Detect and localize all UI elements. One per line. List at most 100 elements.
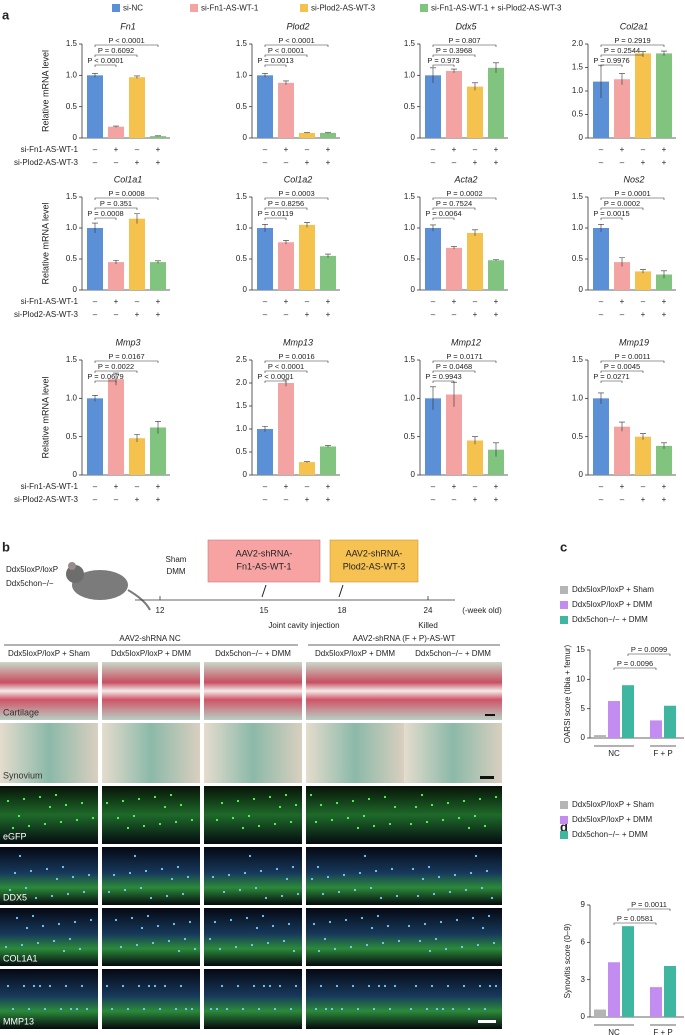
row-label: Cartilage (3, 707, 39, 717)
speckle (227, 873, 231, 877)
speckle (105, 984, 109, 988)
y-tick-label: 0.5 (404, 254, 416, 263)
micrograph (404, 786, 502, 844)
condition-sign: + (284, 297, 289, 306)
bar (425, 228, 441, 290)
p-value: P = 0.0015 (593, 209, 629, 218)
speckle (211, 875, 215, 879)
speckle (43, 822, 47, 826)
micrograph (204, 723, 302, 783)
condition-sign: – (263, 297, 268, 306)
condition-sign: + (305, 310, 310, 319)
condition-sign: + (662, 310, 667, 319)
condition-sign: – (641, 145, 646, 154)
y-tick-label: 15 (576, 645, 585, 654)
y-tick-label: 1.0 (236, 70, 248, 79)
p-value: P = 0.0002 (446, 189, 482, 198)
treatment-box-label: AAV2-shRNA- (346, 548, 403, 558)
condition-label: si-Plod2-AS-WT-3 (14, 158, 79, 167)
legend-label: Ddx5loxP/loxP + Sham (572, 585, 654, 594)
speckle (52, 939, 56, 943)
bracket (600, 360, 665, 363)
error-bar (113, 259, 119, 264)
micrograph (404, 908, 502, 966)
error-bar (451, 68, 457, 73)
bar (129, 77, 145, 138)
condition-sign: – (135, 297, 140, 306)
speckle (294, 803, 298, 807)
speckle (160, 867, 164, 871)
x-tick-label: F + P (653, 1028, 672, 1035)
bar (593, 228, 609, 290)
y-tick-label: 1.5 (236, 39, 248, 48)
error-bar (661, 50, 667, 56)
error-bar (493, 442, 499, 457)
micrograph (404, 723, 502, 783)
speckle (229, 918, 233, 922)
panel-letter: a (2, 7, 10, 22)
p-value: P = 0.0045 (604, 362, 640, 371)
error-bar (430, 67, 436, 83)
p-value: P = 0.0022 (98, 362, 134, 371)
row-label: Synovium (3, 770, 43, 780)
bracket (432, 380, 455, 383)
speckle (485, 869, 489, 873)
p-value: P < 0.0001 (257, 372, 293, 381)
speckle (188, 920, 192, 924)
y-axis-label: Relative mRNA level (40, 202, 50, 284)
micrograph (0, 786, 98, 844)
speckle (78, 947, 82, 951)
speckle (22, 797, 26, 801)
y-tick-label: 0 (243, 470, 248, 479)
micrograph (306, 847, 404, 905)
speckle (6, 984, 10, 988)
error-bar (661, 442, 667, 449)
speckle (144, 869, 148, 873)
genotype: Ddx5chon−/− (6, 579, 54, 588)
condition-sign: – (93, 145, 98, 154)
chart-title: Col1a2 (284, 174, 313, 184)
error-bar (493, 259, 499, 261)
chart-title: Ddx5 (455, 21, 477, 31)
speckle (137, 984, 141, 988)
condition-sign: + (156, 310, 161, 319)
condition-sign: + (135, 495, 140, 504)
bracket (600, 44, 665, 47)
speckle (24, 886, 28, 890)
bracket (432, 44, 497, 47)
surgery: Sham (166, 555, 187, 564)
y-tick-label: 5 (581, 704, 586, 713)
speckle (487, 914, 491, 918)
speckle (259, 869, 263, 873)
speckle (220, 801, 224, 805)
condition-sign: – (263, 158, 268, 167)
p-value: P = 0.2544 (604, 46, 640, 55)
speckle (294, 984, 298, 988)
error-bar (92, 394, 98, 402)
p-value: P = 0.0064 (425, 209, 461, 218)
error-bar (113, 372, 119, 386)
speckle (432, 892, 436, 896)
condition-sign: + (620, 145, 625, 154)
speckle (323, 937, 327, 941)
speckle (374, 869, 378, 873)
legend-swatch (560, 801, 568, 809)
p-value: P < 0.0001 (268, 46, 304, 55)
error-bar (430, 386, 436, 410)
speckle (218, 947, 222, 951)
speckle (66, 892, 70, 896)
speckle (132, 814, 136, 818)
bar (278, 82, 294, 138)
p-value: P = 0.0099 (631, 645, 667, 654)
micrograph (102, 908, 200, 966)
micrograph (0, 662, 98, 720)
condition-sign: – (641, 297, 646, 306)
p-value: P = 0.0008 (87, 209, 123, 218)
speckle (377, 984, 381, 988)
speckle (285, 877, 289, 881)
speckle (176, 865, 180, 869)
p-value: P = 0.9943 (425, 372, 461, 381)
speckle (89, 918, 93, 922)
bracket (264, 217, 287, 220)
